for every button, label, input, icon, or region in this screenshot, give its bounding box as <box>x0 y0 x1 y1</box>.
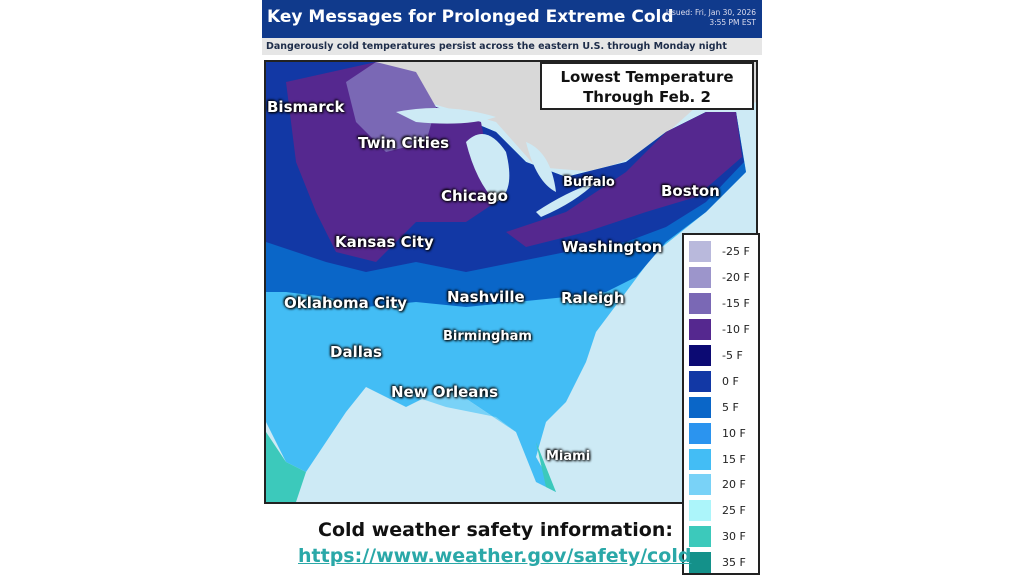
city-label-boston: Boston <box>661 182 720 200</box>
city-label-twin-cities: Twin Cities <box>358 134 450 152</box>
legend-label: -25 F <box>722 245 750 259</box>
city-label-birmingham: Birmingham <box>443 329 532 344</box>
legend-swatch <box>689 422 711 444</box>
legend-label: -5 F <box>722 349 743 362</box>
lake-erie <box>536 182 596 217</box>
map-title-line1: Lowest Temperature <box>560 68 734 86</box>
legend-swatch <box>689 474 711 496</box>
issued-clock: 3:55 PM EST <box>709 18 756 27</box>
legend-item: 15 F <box>689 446 753 472</box>
legend-label: 20 F <box>722 478 746 492</box>
legend-swatch <box>689 448 711 470</box>
page-title: Key Messages for Prolonged Extreme Cold <box>267 7 674 27</box>
zone-minus10f-northeast <box>506 112 742 247</box>
legend-swatch <box>689 552 711 574</box>
legend-swatch <box>689 370 711 392</box>
lake-michigan <box>466 134 510 202</box>
issued-time: Issued: Fri, Jan 30, 2026 3:55 PM EST <box>666 8 756 28</box>
legend-label: 0 F <box>722 374 739 388</box>
city-label-washington: Washington <box>562 238 663 256</box>
legend-item: 20 F <box>689 472 753 498</box>
legend-item: 25 F <box>689 498 753 524</box>
map-title-box: Lowest Temperature Through Feb. 2 <box>540 62 754 110</box>
legend-label: -15 F <box>722 297 750 311</box>
legend-item: -20 F <box>689 265 753 291</box>
city-label-kansas-city: Kansas City <box>335 233 434 251</box>
zone-30f-florida <box>536 442 556 492</box>
city-label-new-orleans: New Orleans <box>391 383 498 401</box>
legend-swatch <box>689 345 711 366</box>
city-label-chicago: Chicago <box>441 187 508 205</box>
legend-swatch <box>689 396 711 418</box>
safety-info-link[interactable]: https://www.weather.gov/safety/cold <box>298 545 692 567</box>
legend-swatch <box>689 526 711 548</box>
legend-swatch <box>689 319 711 341</box>
city-label-buffalo: Buffalo <box>563 175 615 190</box>
legend-item: -5 F <box>689 343 753 369</box>
city-label-bismarck: Bismarck <box>267 98 345 116</box>
legend-swatch <box>689 500 711 522</box>
issued-date: Issued: Fri, Jan 30, 2026 <box>665 8 756 17</box>
legend-label: 30 F <box>722 530 746 544</box>
legend-swatch <box>689 293 711 315</box>
city-label-dallas: Dallas <box>330 343 382 361</box>
city-label-raleigh: Raleigh <box>561 289 625 307</box>
legend-item: 0 F <box>689 368 753 394</box>
legend-label: 35 F <box>722 556 746 570</box>
legend-label: -10 F <box>722 323 750 337</box>
lake-huron <box>526 142 556 192</box>
zone-minus15f <box>346 62 436 152</box>
city-label-miami: Miami <box>546 449 591 464</box>
legend-item: -25 F <box>689 239 753 265</box>
legend-label: 15 F <box>722 452 746 466</box>
legend-item: 5 F <box>689 394 753 420</box>
legend-swatch <box>689 267 711 289</box>
temperature-legend: -25 F -20 F -15 F -10 F -5 F 0 F 5 F 10 F 15 F 20… <box>682 233 760 575</box>
header-banner: Key Messages for Prolonged Extreme Cold … <box>262 0 762 38</box>
map-title-line2: Through Feb. 2 <box>583 88 711 106</box>
legend-item: -15 F <box>689 291 753 317</box>
legend-item: 35 F <box>689 550 753 576</box>
legend-label: 5 F <box>722 400 739 414</box>
legend-label: 10 F <box>722 426 746 440</box>
legend-item: 30 F <box>689 524 753 550</box>
city-label-nashville: Nashville <box>447 288 525 306</box>
safety-info-text: Cold weather safety information: <box>318 519 673 541</box>
legend-label: 25 F <box>722 504 746 518</box>
city-label-oklahoma-city: Oklahoma City <box>284 294 408 312</box>
lake-superior <box>396 108 496 124</box>
legend-item: 10 F <box>689 420 753 446</box>
legend-swatch <box>689 241 711 263</box>
zone-20f-gulf <box>416 392 516 432</box>
zone-30f-texas <box>266 432 306 502</box>
legend-item: -10 F <box>689 317 753 343</box>
legend-label: -20 F <box>722 271 750 285</box>
subtitle: Dangerously cold temperatures persist ac… <box>262 38 762 55</box>
